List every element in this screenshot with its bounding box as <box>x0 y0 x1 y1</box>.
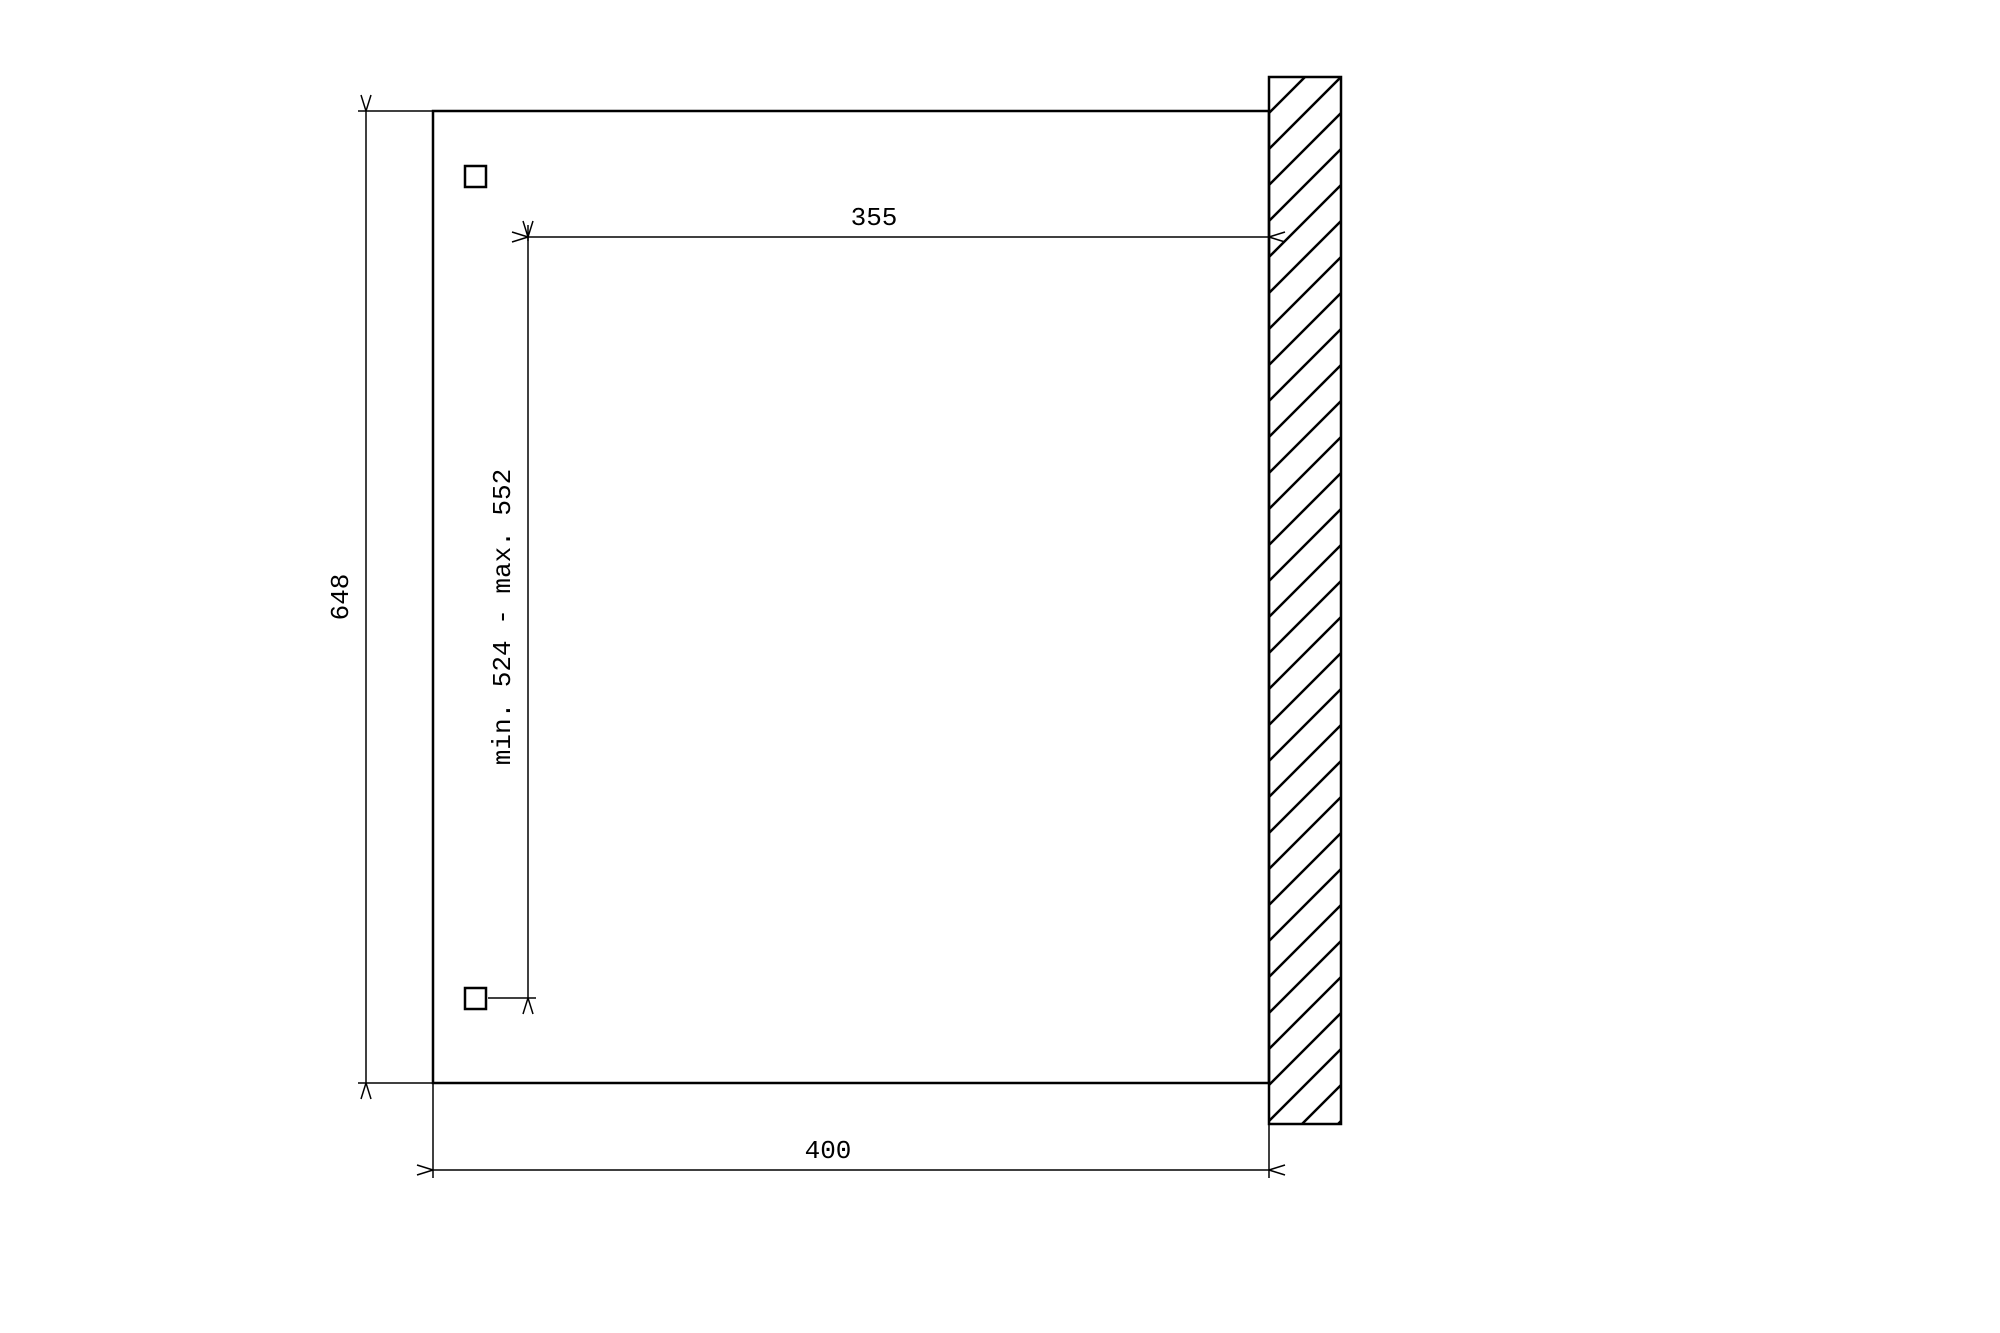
dimension-width-400: 400 <box>417 1083 1285 1178</box>
dimension-width-355: 355 <box>512 203 1285 242</box>
dimension-label: 400 <box>805 1136 852 1166</box>
mounting-hole <box>465 988 486 1009</box>
dimension-label: 648 <box>326 574 356 621</box>
dimension-label: min. 524 - max. 552 <box>488 469 518 765</box>
mounting-hole <box>465 166 486 187</box>
technical-drawing: 648 355 min. 524 - max. 552 400 <box>0 0 2000 1333</box>
mounting-holes <box>465 166 486 1009</box>
panel-outline <box>433 111 1269 1083</box>
dimension-label: 355 <box>851 203 898 233</box>
dimension-height-range: min. 524 - max. 552 <box>488 221 536 1014</box>
dimension-height-648: 648 <box>326 95 433 1099</box>
